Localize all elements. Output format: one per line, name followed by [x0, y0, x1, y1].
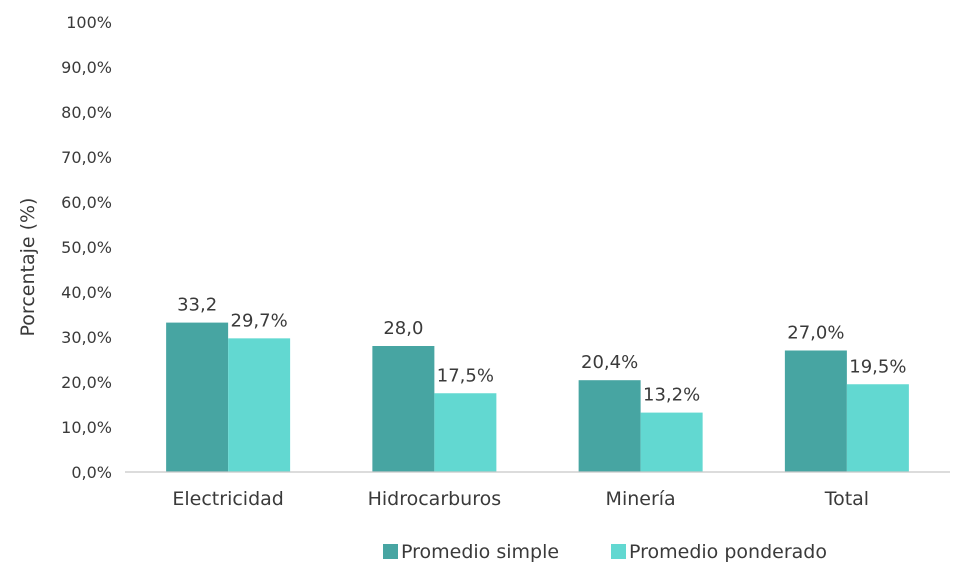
y-axis-tick-labels: 0,0% 10,0% 20,0% 30,0% 40,0% 50,0% 60,0% 70,0% 8…: [61, 13, 112, 482]
data-label: 19,5%: [849, 356, 906, 377]
data-label: 20,4%: [581, 352, 638, 373]
data-label: 28,0: [383, 318, 423, 339]
y-tick-label: 80,0%: [61, 103, 112, 122]
bar-promedio-simple-3: [784, 350, 847, 472]
y-tick-label: 20,0%: [61, 373, 112, 392]
category-label: Minería: [606, 488, 676, 510]
bar-promedio-ponderado-2: [640, 412, 703, 472]
bar-promedio-ponderado-3: [846, 384, 909, 472]
legend-swatch: [611, 544, 626, 559]
category-label: Electricidad: [172, 488, 283, 510]
bar-promedio-simple-0: [166, 322, 229, 472]
data-label: 13,2%: [643, 385, 700, 406]
legend-label: Promedio ponderado: [629, 541, 827, 563]
bar-promedio-simple-2: [578, 380, 641, 472]
x-axis-category-labels: Electricidad Hidrocarburos Minería Total: [172, 488, 869, 510]
y-tick-label: 10,0%: [61, 418, 112, 437]
bar-promedio-ponderado-0: [228, 338, 291, 472]
category-label: Total: [824, 488, 869, 510]
data-label: 17,5%: [437, 365, 494, 386]
data-labels: 33,2 29,7% 28,0 17,5% 20,4%13,2% 27,0%19,5%: [177, 295, 906, 406]
y-tick-label: 40,0%: [61, 283, 112, 302]
data-label: 33,2: [177, 295, 217, 316]
bar-promedio-ponderado-1: [434, 393, 497, 472]
y-tick-label: 60,0%: [61, 193, 112, 212]
y-tick-label: 90,0%: [61, 58, 112, 77]
y-axis-title-group: Porcentaje (%): [17, 198, 39, 337]
bar-promedio-simple-1: [372, 346, 435, 472]
y-tick-label: 50,0%: [61, 238, 112, 257]
y-tick-label: 0,0%: [71, 463, 112, 482]
y-tick-label: 100%: [66, 13, 112, 32]
legend-label: Promedio simple: [401, 541, 559, 563]
data-label: 27,0%: [787, 323, 844, 344]
data-label: 29,7%: [231, 310, 288, 331]
category-label: Hidrocarburos: [368, 488, 502, 510]
y-tick-label: 70,0%: [61, 148, 112, 167]
legend-swatch: [383, 544, 398, 559]
legend: Promedio simple Promedio ponderado: [383, 541, 827, 563]
y-axis-title: Porcentaje (%): [17, 198, 39, 337]
y-tick-label: 30,0%: [61, 328, 112, 347]
bars: [166, 322, 909, 472]
